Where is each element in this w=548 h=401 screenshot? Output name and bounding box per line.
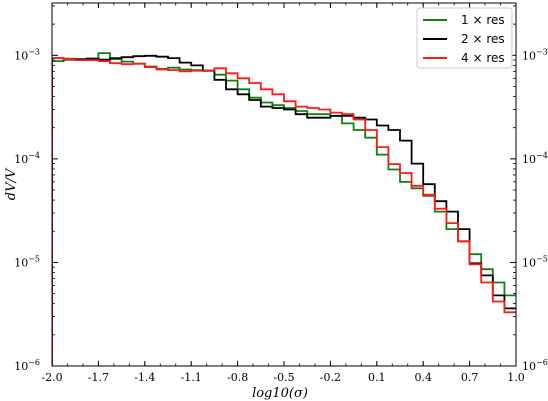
x-tick-label: -2.0 — [41, 371, 62, 384]
legend-label-1: 1 × res — [461, 13, 505, 27]
series-layer — [52, 52, 516, 366]
x-tick-label: -0.5 — [273, 371, 294, 384]
y-tick-label-right: 10−5 — [522, 254, 548, 269]
x-tick-label: 0.7 — [461, 371, 479, 384]
x-tick-label: -1.7 — [88, 371, 109, 384]
series-3-line — [52, 57, 516, 366]
y-tick-label-left: 10−6 — [14, 358, 40, 373]
x-tick-label: 1.0 — [507, 371, 525, 384]
x-tick-label: 0.4 — [414, 371, 432, 384]
legend-label-3: 4 × res — [461, 51, 505, 65]
y-tick-label-left: 10−3 — [14, 47, 40, 62]
legend-label-2: 2 × res — [461, 32, 505, 46]
x-axis-label: log10(σ) — [252, 386, 308, 401]
legend-box — [416, 7, 513, 69]
y-tick-label-right: 10−6 — [522, 358, 548, 373]
x-tick-label: -0.2 — [320, 371, 341, 384]
x-tick-label: -1.4 — [134, 371, 155, 384]
y-tick-label-right: 10−3 — [522, 47, 548, 62]
y-axis-label: dV/V — [4, 167, 19, 200]
axes-layer: -2.0 -1.7 -1.4 -1.1 -0.8 -0.5 -0.2 0.1 0.4 0.7 1.0… — [4, 2, 548, 401]
x-tick-label: -1.1 — [181, 371, 202, 384]
y-tick-label-right: 10−4 — [522, 151, 548, 166]
y-tick-label-left: 10−5 — [14, 254, 40, 269]
x-tick-label: -0.8 — [227, 371, 248, 384]
y-tick-label-left: 10−4 — [14, 151, 40, 166]
x-tick-label: 0.1 — [368, 371, 386, 384]
chart-legend: 1 × res 2 × res 4 × res — [416, 7, 513, 69]
